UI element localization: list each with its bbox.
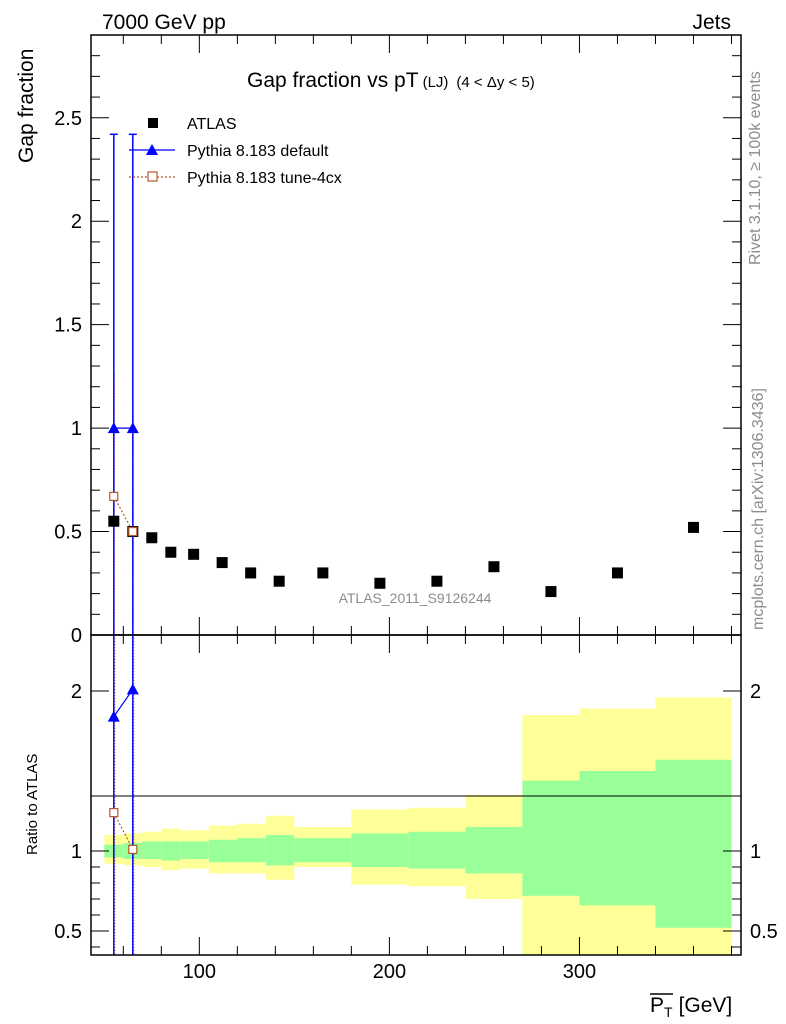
ratio-band-green (265, 835, 295, 866)
y-tick-label-main: 2 (71, 211, 82, 233)
atlas-marker (108, 515, 120, 527)
ratio-band-green (208, 839, 238, 863)
ratio-panel: 100 200 300 0.5 0.5 1 1 2 2 (54, 634, 778, 983)
default-marker (107, 422, 120, 434)
tune-ratio-marker (128, 844, 138, 855)
atlas-marker (611, 567, 623, 579)
y-tick-label-ratio-left: 1 (71, 841, 82, 863)
x-axis-label: PT [GeV] (650, 993, 732, 1020)
atlas-marker (374, 577, 386, 589)
header-left: 7000 GeV pp (102, 11, 226, 34)
y-tick-label-main-zero: 0 (71, 625, 82, 647)
legend-marker-default (146, 144, 158, 155)
side-label-mcplots: mcplots.cern.ch [arXiv:1306.3436] (750, 388, 767, 630)
x-axis-label-unit: [GeV] (679, 994, 733, 1017)
header-right: Jets (692, 11, 731, 34)
legend-marker-tune (147, 171, 158, 182)
ratio-band-green (237, 838, 266, 863)
atlas-marker (245, 567, 257, 579)
y-axis-label-ratio: Ratio to ATLAS (24, 754, 41, 855)
default-ratio-marker (126, 683, 139, 695)
x-tick-label: 300 (563, 961, 596, 983)
ratio-band-green (579, 771, 656, 906)
y-tick-label-ratio-right: 1 (750, 841, 761, 863)
default-marker (126, 422, 139, 434)
ratio-band-green (180, 841, 209, 859)
chart-title: Gap fraction vs pT (LJ) (4 < Δy < 5) (247, 69, 535, 92)
atlas-marker (273, 575, 285, 587)
ratio-panel-frame (90, 634, 742, 956)
atlas-marker (216, 557, 228, 569)
watermark: ATLAS_2011_S9126244 (339, 590, 492, 606)
ratio-band-green (655, 759, 732, 928)
legend: ATLAS Pythia 8.183 default Pythia 8.183 … (129, 116, 342, 187)
y-tick-label-ratio-left: 0.5 (54, 921, 82, 943)
tune-ratio-marker (109, 807, 119, 818)
tune-marker (109, 491, 119, 501)
tune-series-line (113, 496, 134, 532)
tune-ratio-line (113, 812, 134, 850)
chart-title-main: Gap fraction vs pT (247, 69, 419, 92)
atlas-marker (488, 561, 500, 573)
legend-label-atlas: ATLAS (187, 116, 237, 133)
side-label-rivet: Rivet 3.1.10, ≥ 100k events (747, 71, 764, 265)
y-tick-label-main: 2.5 (54, 108, 82, 130)
x-axis-label-main: P (650, 994, 664, 1017)
legend-label-default: Pythia 8.183 default (187, 143, 329, 160)
ratio-band-green (408, 831, 466, 869)
atlas-marker (545, 586, 557, 598)
atlas-marker (165, 546, 177, 558)
atlas-marker (146, 532, 158, 544)
svg-text:PT[GeV]: PT [GeV] (650, 994, 732, 1020)
x-axis-label-sub: T (664, 1004, 673, 1020)
ratio-band-green (522, 780, 580, 896)
y-tick-label-ratio-right: 2 (750, 681, 761, 703)
atlas-marker (317, 567, 329, 579)
main-panel: 0.5 1 1.5 2 2.5 0 (54, 34, 742, 647)
y-axis-label-main: Gap fraction (15, 49, 38, 163)
ratio-band-green (351, 833, 409, 867)
atlas-marker (431, 575, 443, 587)
ratio-band-green (142, 841, 162, 859)
chart-title-sub1: (LJ) (423, 74, 449, 91)
x-tick-label: 200 (373, 961, 406, 983)
ratio-band-green (161, 841, 181, 861)
y-tick-label-ratio-left: 2 (71, 681, 82, 703)
default-ratio-marker (107, 710, 120, 722)
atlas-marker (687, 521, 699, 533)
y-tick-label-ratio-right: 0.5 (750, 921, 778, 943)
tune-marker (128, 526, 138, 537)
svg-text:Gap fraction vs pT(LJ)(4 < Δy: Gap fraction vs pT (LJ) (4 < Δy < 5) (247, 69, 535, 92)
chart-title-sub2: (4 < Δy < 5) (456, 74, 534, 91)
ratio-band-green (465, 827, 523, 874)
atlas-marker (188, 548, 200, 560)
y-tick-label-main: 1.5 (54, 315, 82, 337)
y-tick-label-main: 1 (71, 418, 82, 440)
legend-marker-atlas (148, 118, 158, 128)
x-tick-label: 100 (183, 961, 216, 983)
legend-label-tune: Pythia 8.183 tune-4cx (187, 170, 342, 187)
ratio-band-green (294, 838, 352, 863)
y-tick-label-main: 0.5 (54, 522, 82, 544)
